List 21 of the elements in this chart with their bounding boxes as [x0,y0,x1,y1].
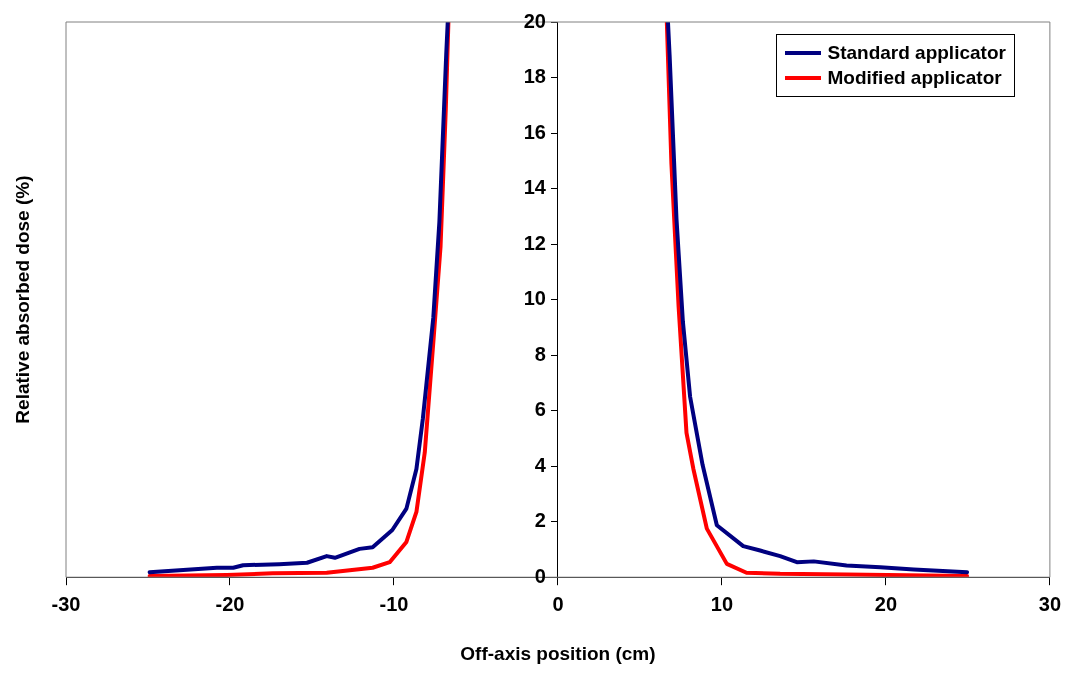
y-tick-label: 6 [534,398,546,421]
y-tick-label: 12 [523,231,546,254]
x-tick-label: 0 [552,592,564,615]
y-tick-label: 14 [523,176,547,199]
y-tick-label: 4 [534,453,547,476]
y-tick-label: 18 [523,65,546,88]
legend-label: Standard applicator [827,42,1006,64]
x-tick-label: -20 [215,592,245,615]
x-axis-title: Off-axis position (cm) [460,642,656,664]
y-tick-label: 20 [523,9,546,32]
legend-label: Modified applicator [827,67,1002,89]
x-tick-label: -30 [51,592,81,615]
x-tick-label: 30 [1038,592,1061,615]
y-tick-label: 8 [534,342,546,365]
y-tick-label: 10 [523,287,546,310]
x-tick-label: 20 [874,592,898,615]
y-axis-title: Relative absorbed dose (%) [12,175,34,424]
y-tick-label: 16 [523,120,546,143]
x-tick-label: 10 [710,592,734,615]
x-tick-label: -10 [379,592,409,615]
y-tick-label: 2 [534,509,546,532]
